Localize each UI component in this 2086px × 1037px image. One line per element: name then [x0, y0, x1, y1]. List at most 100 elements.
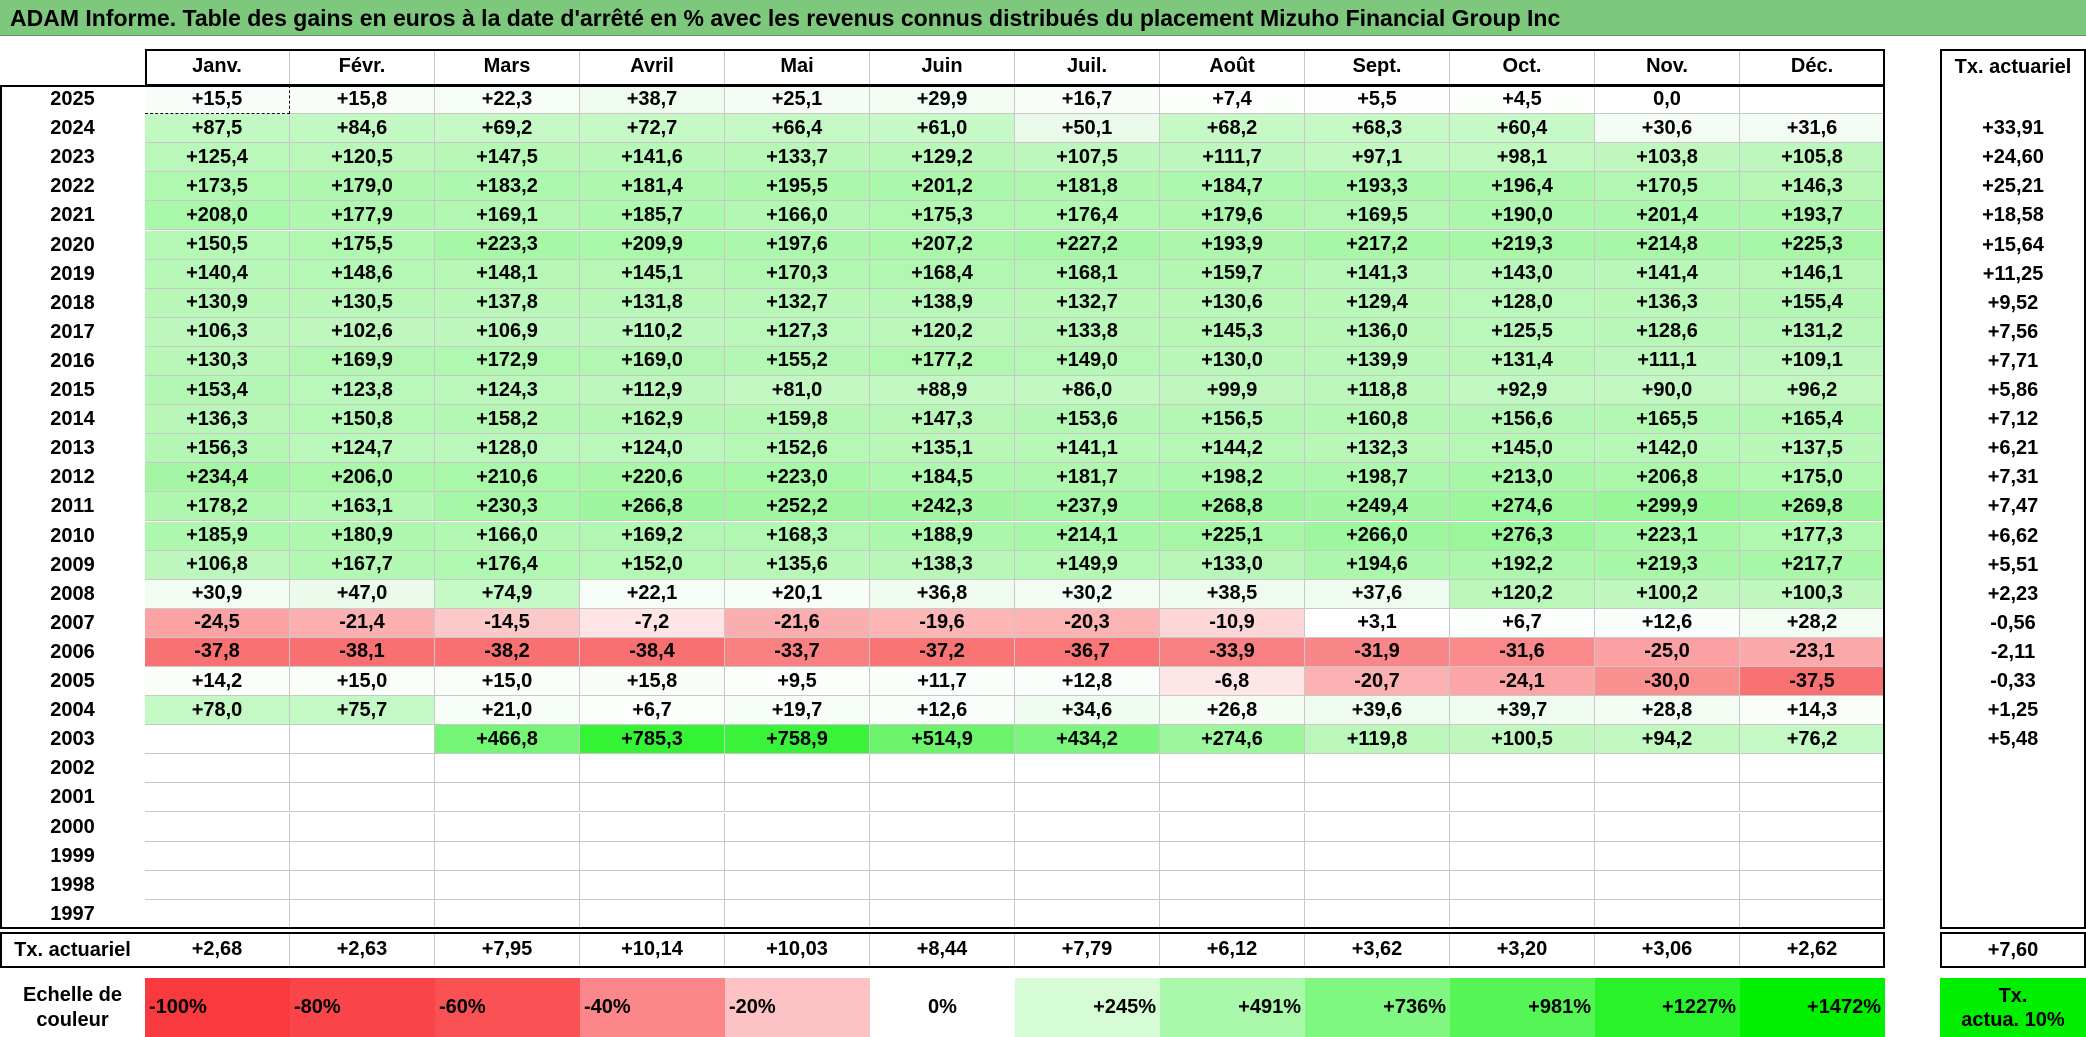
table-cell: +38,5	[1160, 579, 1305, 609]
color-scale-tx-swatch: Tx. actua. 10%	[1940, 978, 2086, 1037]
table-cell: +68,2	[1160, 114, 1305, 144]
tx-actuariel-value: +15,64	[1982, 233, 2044, 256]
table-cell: +147,3	[870, 405, 1015, 435]
table-cell: +188,9	[870, 521, 1015, 551]
table-cell: +193,9	[1160, 230, 1305, 260]
table-cell	[1160, 754, 1305, 784]
table-cell: +227,2	[1015, 230, 1160, 260]
table-cell: +5,5	[1305, 85, 1450, 115]
table-cell: -7,2	[580, 608, 725, 638]
table-cell: +207,2	[870, 230, 1015, 260]
table-cell	[1305, 783, 1450, 813]
table-cell	[580, 899, 725, 929]
table-cell	[870, 812, 1015, 842]
table-cell: +130,9	[145, 288, 290, 318]
table-cell: +131,2	[1740, 317, 1885, 347]
table-cell: +7,4	[1160, 85, 1305, 115]
color-scale-swatch: -80%	[290, 978, 435, 1037]
table-cell: +137,5	[1740, 434, 1885, 464]
table-cell: +170,5	[1595, 172, 1740, 202]
table-cell	[435, 841, 580, 871]
table-cell: +190,0	[1450, 201, 1595, 231]
table-cell: +30,2	[1015, 579, 1160, 609]
footer-month-value: +7,95	[435, 932, 580, 968]
table-cell	[435, 812, 580, 842]
tx-actuariel-value: -0,56	[1990, 611, 2036, 634]
table-cell: +198,7	[1305, 463, 1450, 493]
table-cell	[290, 899, 435, 929]
table-cell: +145,3	[1160, 317, 1305, 347]
table-cell	[725, 870, 870, 900]
table-cell: +234,4	[145, 463, 290, 493]
table-cell: +165,4	[1740, 405, 1885, 435]
table-cell	[145, 870, 290, 900]
table-cell	[1015, 812, 1160, 842]
table-cell: +130,5	[290, 288, 435, 318]
table-cell	[1305, 870, 1450, 900]
table-cell: +167,7	[290, 550, 435, 580]
table-cell: +156,5	[1160, 405, 1305, 435]
table-cell: +124,0	[580, 434, 725, 464]
table-cell: +112,9	[580, 376, 725, 406]
table-cell: +110,2	[580, 317, 725, 347]
tx-actuariel-value: +7,71	[1987, 349, 2039, 372]
table-cell: +434,2	[1015, 725, 1160, 755]
table-cell: +135,6	[725, 550, 870, 580]
tx-actuariel-value: +5,48	[1987, 728, 2039, 751]
table-cell: +47,0	[290, 579, 435, 609]
year-label-2012: 2012	[50, 466, 95, 489]
color-scale-swatch: +245%	[1015, 978, 1160, 1037]
table-cell: -38,2	[435, 637, 580, 667]
table-cell: +166,0	[725, 201, 870, 231]
table-cell: +178,2	[145, 492, 290, 522]
table-cell	[725, 754, 870, 784]
table-cell	[1015, 754, 1160, 784]
table-cell: +61,0	[870, 114, 1015, 144]
table-cell: +217,2	[1305, 230, 1450, 260]
month-header-4: Avril	[580, 49, 725, 85]
table-cell: +9,5	[725, 667, 870, 697]
table-cell: +177,2	[870, 346, 1015, 376]
table-cell: +125,5	[1450, 317, 1595, 347]
table-cell	[145, 754, 290, 784]
table-cell: +179,6	[1160, 201, 1305, 231]
table-cell: +141,3	[1305, 259, 1450, 289]
table-cell: +146,1	[1740, 259, 1885, 289]
year-label-2004: 2004	[50, 699, 95, 722]
tx-actuariel-value: +24,60	[1982, 146, 2044, 169]
table-cell: +140,4	[145, 259, 290, 289]
table-cell: +514,9	[870, 725, 1015, 755]
table-cell: +169,0	[580, 346, 725, 376]
table-cell: +92,9	[1450, 376, 1595, 406]
table-cell: +146,3	[1740, 172, 1885, 202]
tx-actuariel-value: +7,31	[1987, 466, 2039, 489]
table-cell: +168,1	[1015, 259, 1160, 289]
table-cell: +274,6	[1450, 492, 1595, 522]
year-label-2022: 2022	[50, 175, 95, 198]
table-cell: -25,0	[1595, 637, 1740, 667]
table-cell: +252,2	[725, 492, 870, 522]
table-cell	[725, 899, 870, 929]
table-cell: +225,3	[1740, 230, 1885, 260]
table-cell: +16,7	[1015, 85, 1160, 115]
table-cell: +166,0	[435, 521, 580, 551]
table-cell: +15,5	[145, 85, 290, 115]
table-cell	[725, 812, 870, 842]
year-label-2016: 2016	[50, 349, 95, 372]
table-cell: +169,9	[290, 346, 435, 376]
table-cell: +125,4	[145, 143, 290, 173]
table-cell: +149,9	[1015, 550, 1160, 580]
table-cell: +124,3	[435, 376, 580, 406]
table-cell: +185,9	[145, 521, 290, 551]
color-scale-swatch: +736%	[1305, 978, 1450, 1037]
table-cell: +106,8	[145, 550, 290, 580]
table-cell: +136,3	[1595, 288, 1740, 318]
table-cell: +132,3	[1305, 434, 1450, 464]
year-label-2000: 2000	[50, 815, 95, 838]
table-cell	[1740, 841, 1885, 871]
table-cell: +177,9	[290, 201, 435, 231]
table-cell: +210,6	[435, 463, 580, 493]
color-scale-label: Echelle de couleur	[0, 978, 145, 1037]
color-scale-swatch: +1472%	[1740, 978, 1885, 1037]
table-cell	[1740, 812, 1885, 842]
